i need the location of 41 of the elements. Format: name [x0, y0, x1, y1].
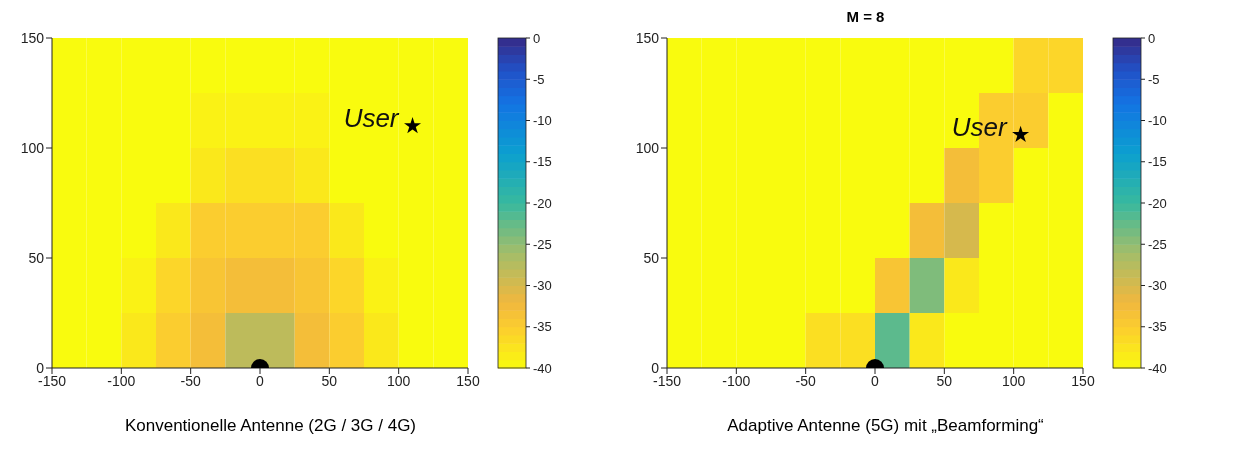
color-bar-label: 0 [1148, 30, 1156, 46]
x-tick-label: 100 [386, 372, 411, 389]
y-tick-label: 100 [635, 139, 660, 156]
y-tick-label: 150 [20, 29, 45, 46]
x-tick-label: 150 [456, 372, 480, 389]
y-tick-label: 50 [28, 249, 45, 266]
color-bar-label: -25 [533, 236, 552, 252]
color-bar-label: 0 [533, 30, 541, 46]
color-bar-label: -40 [533, 360, 552, 376]
x-tick-label: 50 [936, 372, 953, 389]
y-tick-label: 150 [635, 29, 660, 46]
color-bar-label: -35 [533, 319, 552, 335]
x-tick-label: -50 [180, 372, 201, 389]
x-tick-label: -50 [795, 372, 816, 389]
x-tick-label: -100 [722, 372, 751, 389]
color-bar-label: -30 [533, 278, 552, 293]
color-bar-label: -5 [1148, 71, 1160, 87]
x-tick-label: 50 [321, 372, 338, 389]
y-tick-label: 100 [20, 139, 45, 156]
text: Konventionelle Antenne (2G / 3G / 4G) [123, 416, 418, 436]
color-bar-label: -20 [1148, 195, 1167, 211]
y-tick-label: 50 [643, 249, 660, 266]
color-bar-label: -35 [1148, 319, 1167, 335]
color-bar-label: -10 [533, 113, 552, 128]
color-bar-label: -40 [1148, 360, 1167, 376]
text: Adaptive Antenne (5G) mit „Beamforming“ [726, 416, 1045, 436]
x-tick-label: -100 [107, 372, 136, 389]
annotation: User [951, 112, 1008, 143]
color-bar-label: -20 [533, 195, 552, 211]
color-bar-label: -10 [1148, 113, 1167, 128]
color-bar-label: -25 [1148, 236, 1167, 252]
x-tick-label: 0 [871, 372, 880, 389]
x-tick-label: 0 [256, 372, 265, 389]
chart-title: M = 8 [845, 8, 886, 27]
color-bar-label: -30 [1148, 278, 1167, 293]
annotation: User [343, 103, 400, 134]
x-tick-label: 150 [1071, 372, 1095, 389]
color-bar-label: -15 [533, 154, 552, 170]
color-bar-label: -5 [533, 71, 545, 87]
color-bar-label: -15 [1148, 154, 1167, 170]
x-tick-label: 100 [1001, 372, 1026, 389]
